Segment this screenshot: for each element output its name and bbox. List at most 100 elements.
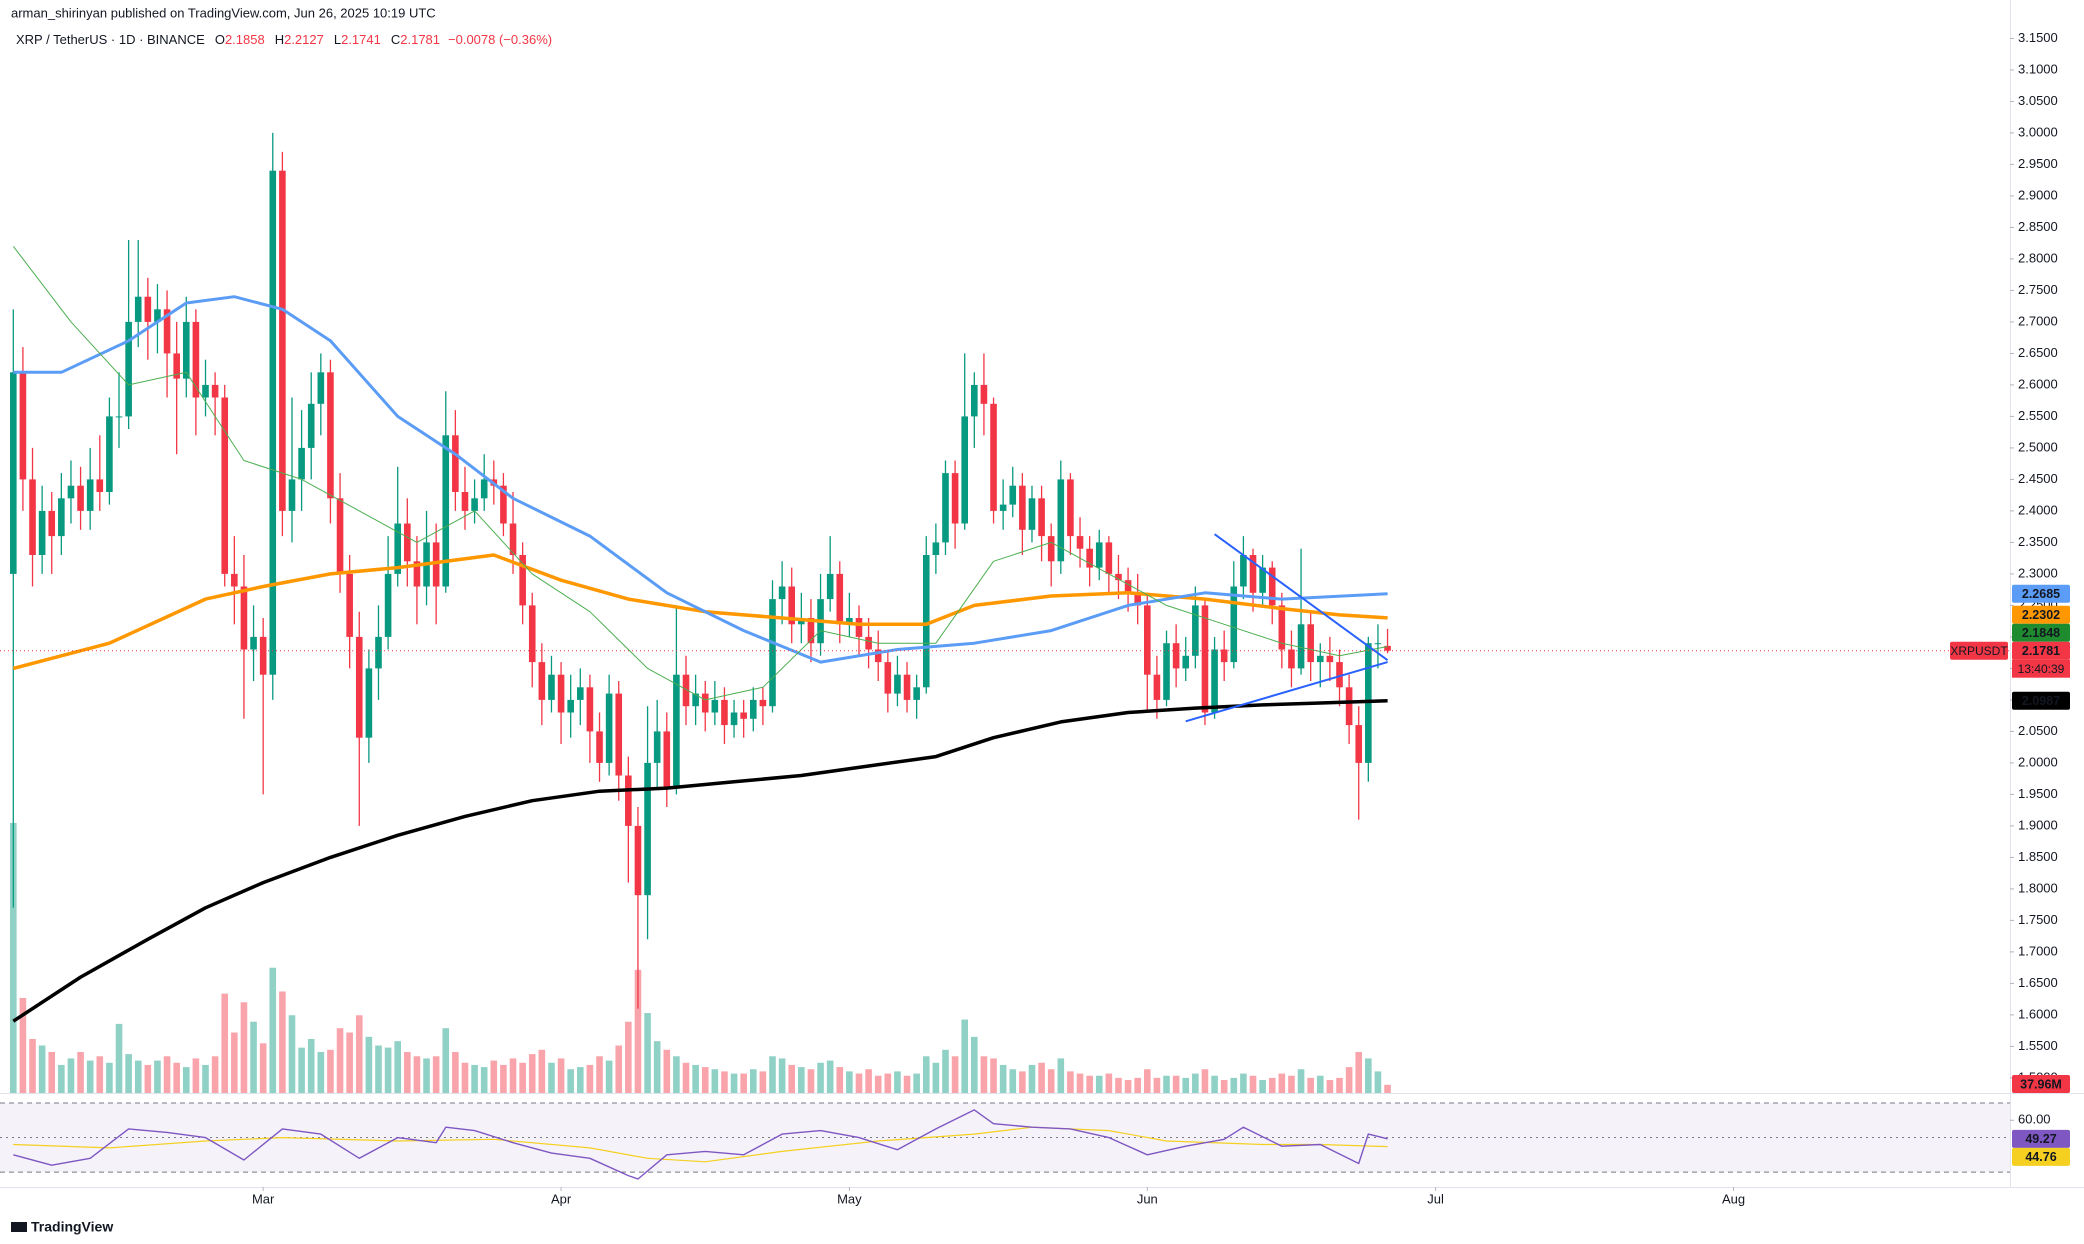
volume-bar xyxy=(932,1062,940,1093)
candle-body xyxy=(1067,479,1074,537)
volume-bar xyxy=(1220,1080,1228,1093)
y-tick-label: 3.1500 xyxy=(2018,30,2058,45)
volume-bar xyxy=(788,1064,796,1093)
volume-bar xyxy=(346,1032,353,1093)
volume-bar xyxy=(1172,1075,1180,1093)
candle-body xyxy=(567,699,574,713)
volume-bar xyxy=(1143,1069,1151,1093)
candle-body xyxy=(471,498,478,511)
volume-bar xyxy=(644,1013,651,1093)
volume-bar xyxy=(279,991,286,1093)
volume-bar xyxy=(625,1021,632,1093)
ohlc-value: 2.1741 xyxy=(341,32,381,47)
candle-body xyxy=(1143,605,1151,675)
candle-body xyxy=(874,649,882,663)
candle-body xyxy=(1019,485,1026,530)
volume-bar xyxy=(67,1058,75,1093)
candle-body xyxy=(115,416,123,418)
candle-body xyxy=(163,309,171,354)
main-pane xyxy=(0,132,2010,1093)
x-tick-label: May xyxy=(837,1191,862,1206)
candle-body xyxy=(182,321,190,379)
volume-bar xyxy=(1249,1075,1257,1093)
candle-body xyxy=(288,479,296,511)
volume-bar xyxy=(711,1069,719,1093)
candle-body xyxy=(653,731,661,763)
candle-body xyxy=(999,504,1007,511)
logo: TradingView xyxy=(31,1219,113,1235)
candle-body xyxy=(807,618,815,644)
candle-body xyxy=(384,573,392,637)
candle-body xyxy=(576,687,584,700)
volume-bar xyxy=(336,1028,344,1093)
volume-bar xyxy=(990,1058,997,1093)
volume-bar xyxy=(1076,1073,1084,1093)
volume-bar xyxy=(192,1058,200,1093)
x-tick-label: Apr xyxy=(551,1191,572,1206)
price-tag xyxy=(2012,605,2070,624)
volume-bar xyxy=(1182,1077,1190,1093)
volume-bar xyxy=(115,1023,123,1093)
volume-bar xyxy=(29,1039,36,1093)
candle-body xyxy=(298,447,305,480)
rsi-tick-label: 60.00 xyxy=(2018,1112,2051,1127)
candle-body xyxy=(1374,643,1382,645)
volume-bar xyxy=(1268,1077,1276,1093)
volume-bar xyxy=(1153,1077,1161,1093)
candle-body xyxy=(10,372,17,574)
candle-body xyxy=(673,674,680,789)
countdown: 13:40:39 xyxy=(2018,662,2065,676)
candle-body xyxy=(202,384,209,398)
candle-body xyxy=(442,435,450,587)
ohlc-value: 2.1858 xyxy=(225,32,265,47)
candle-body xyxy=(452,435,459,493)
candle-body xyxy=(1201,605,1209,713)
candle-body xyxy=(1278,605,1286,650)
candle-body xyxy=(740,712,747,719)
candle-body xyxy=(1355,725,1363,763)
y-tick-label: 2.8000 xyxy=(2018,250,2058,265)
y-tick-label: 1.9000 xyxy=(2018,817,2058,832)
volume-bar xyxy=(1134,1077,1141,1093)
y-tick-label: 2.6500 xyxy=(2018,345,2058,360)
candle-body xyxy=(250,636,257,650)
candle-body xyxy=(211,384,219,398)
volume-bar xyxy=(1009,1069,1017,1093)
candle-body xyxy=(29,479,36,556)
volume-bar xyxy=(586,1064,594,1093)
candle-body xyxy=(1336,662,1343,688)
volume-bar xyxy=(884,1073,892,1093)
candle-body xyxy=(826,573,834,600)
volume-bar xyxy=(1105,1073,1113,1093)
volume-bar xyxy=(836,1067,844,1093)
candle-body xyxy=(259,636,267,675)
volume-bar xyxy=(461,1062,469,1093)
volume-bar xyxy=(1038,1062,1045,1093)
volume-bar xyxy=(1345,1067,1353,1093)
y-tick-label: 2.7000 xyxy=(2018,313,2058,328)
candle-body xyxy=(1297,624,1305,669)
volume-bar xyxy=(999,1064,1007,1093)
volume-bar xyxy=(1230,1077,1238,1093)
price-tag-label: 2.0987 xyxy=(2022,694,2060,708)
volume-bar xyxy=(596,1056,603,1093)
x-tick-label: Jun xyxy=(1137,1191,1158,1206)
volume-bar xyxy=(1067,1071,1074,1093)
volume-bar xyxy=(548,1062,555,1093)
volume-bar xyxy=(1297,1069,1305,1093)
volume-bar xyxy=(404,1051,411,1093)
symbol-header: XRP / TetherUS · 1D · BINANCE O2.1858 H2.2… xyxy=(16,32,552,47)
candle-body xyxy=(1076,536,1084,549)
volume-bar xyxy=(807,1069,815,1093)
moving-average xyxy=(12,698,1388,1023)
volume-bar xyxy=(1336,1077,1343,1093)
volume-tag xyxy=(2012,1075,2070,1093)
candle-body xyxy=(125,321,132,417)
volume-bar xyxy=(682,1062,690,1093)
candle-body xyxy=(769,599,776,707)
volume-bar xyxy=(327,1049,334,1093)
candle-body xyxy=(106,416,113,493)
candle-body xyxy=(932,542,940,556)
price-tag xyxy=(2012,1147,2070,1166)
